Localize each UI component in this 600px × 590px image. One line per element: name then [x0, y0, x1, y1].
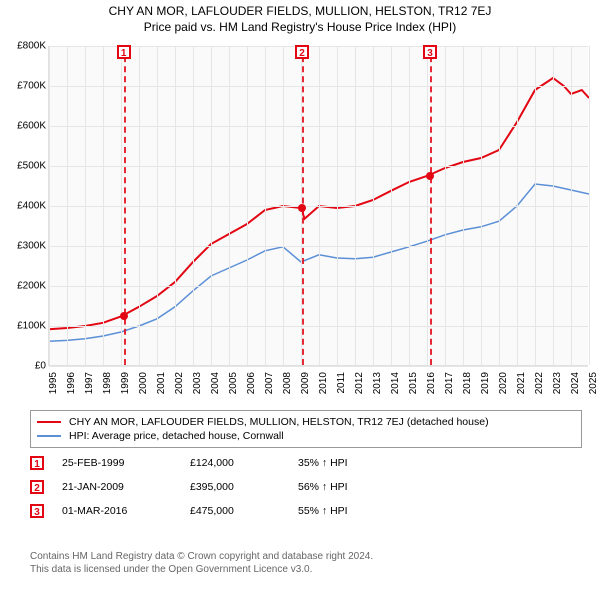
- event-number-box: 1: [30, 456, 44, 470]
- x-axis-tick: 2001: [156, 372, 167, 394]
- legend-label: HPI: Average price, detached house, Corn…: [69, 430, 284, 442]
- event-marker-dot: [298, 204, 306, 212]
- event-price: £395,000: [190, 481, 280, 493]
- event-row: 3 01-MAR-2016 £475,000 55% ↑ HPI: [30, 500, 582, 524]
- title-line-2: Price paid vs. HM Land Registry's House …: [0, 20, 600, 34]
- x-axis-tick: 2011: [336, 372, 347, 394]
- x-axis-tick: 2022: [534, 372, 545, 394]
- x-axis-tick: 2019: [480, 372, 491, 394]
- x-axis-tick: 2000: [138, 372, 149, 394]
- x-axis-tick: 2015: [408, 372, 419, 394]
- x-axis-tick: 2004: [210, 372, 221, 394]
- x-axis-tick: 2017: [444, 372, 455, 394]
- event-marker-box: 1: [117, 45, 131, 59]
- event-vs-hpi: 56% ↑ HPI: [298, 481, 348, 493]
- x-axis-tick: 2010: [318, 372, 329, 394]
- legend: CHY AN MOR, LAFLOUDER FIELDS, MULLION, H…: [30, 410, 582, 448]
- event-number-box: 2: [30, 480, 44, 494]
- x-axis-tick: 2006: [246, 372, 257, 394]
- x-axis-tick: 2009: [300, 372, 311, 394]
- y-axis-tick: £800K: [6, 41, 46, 52]
- event-marker-dot: [426, 172, 434, 180]
- x-axis-tick: 2024: [570, 372, 581, 394]
- price-chart: 1 2 3 £0 £100K £200K £300K £400K £500K £600K £700…: [6, 40, 594, 410]
- x-axis-tick: 2018: [462, 372, 473, 394]
- x-axis-tick: 2020: [498, 372, 509, 394]
- x-axis-tick: 1997: [84, 372, 95, 394]
- x-axis-tick: 1995: [48, 372, 59, 394]
- x-axis-tick: 2016: [426, 372, 437, 394]
- event-vs-hpi: 35% ↑ HPI: [298, 457, 348, 469]
- x-axis-tick: 2012: [354, 372, 365, 394]
- y-axis-tick: £200K: [6, 281, 46, 292]
- x-axis-tick: 1999: [120, 372, 131, 394]
- event-number-box: 3: [30, 504, 44, 518]
- x-axis-tick: 2021: [516, 372, 527, 394]
- x-axis-tick: 2008: [282, 372, 293, 394]
- event-row: 1 25-FEB-1999 £124,000 35% ↑ HPI: [30, 452, 582, 476]
- title-line-1: CHY AN MOR, LAFLOUDER FIELDS, MULLION, H…: [0, 4, 600, 18]
- legend-item: CHY AN MOR, LAFLOUDER FIELDS, MULLION, H…: [37, 415, 575, 429]
- plot-area: 1 2 3: [48, 46, 588, 366]
- footer-line-2: This data is licensed under the Open Gov…: [30, 563, 582, 576]
- y-axis-tick: £300K: [6, 241, 46, 252]
- footer-line-1: Contains HM Land Registry data © Crown c…: [30, 550, 582, 563]
- y-axis-tick: £0: [6, 361, 46, 372]
- event-marker-dot: [120, 312, 128, 320]
- x-axis-tick: 2023: [552, 372, 563, 394]
- event-price: £124,000: [190, 457, 280, 469]
- x-axis-tick: 1996: [66, 372, 77, 394]
- transaction-events: 1 25-FEB-1999 £124,000 35% ↑ HPI 2 21-JAN-200…: [30, 452, 582, 524]
- footer-attribution: Contains HM Land Registry data © Crown c…: [30, 550, 582, 576]
- x-axis-tick: 2007: [264, 372, 275, 394]
- x-axis-tick: 2025: [588, 372, 599, 394]
- event-vs-hpi: 55% ↑ HPI: [298, 505, 348, 517]
- x-axis-tick: 2005: [228, 372, 239, 394]
- x-axis-tick: 2003: [192, 372, 203, 394]
- event-date: 01-MAR-2016: [62, 505, 172, 517]
- y-axis-tick: £700K: [6, 81, 46, 92]
- legend-label: CHY AN MOR, LAFLOUDER FIELDS, MULLION, H…: [69, 416, 489, 428]
- event-marker-box: 3: [423, 45, 437, 59]
- chart-title: CHY AN MOR, LAFLOUDER FIELDS, MULLION, H…: [0, 0, 600, 34]
- event-row: 2 21-JAN-2009 £395,000 56% ↑ HPI: [30, 476, 582, 500]
- x-axis-tick: 1998: [102, 372, 113, 394]
- y-axis-tick: £500K: [6, 161, 46, 172]
- legend-swatch: [37, 421, 61, 423]
- event-date: 25-FEB-1999: [62, 457, 172, 469]
- legend-swatch: [37, 435, 61, 437]
- event-price: £475,000: [190, 505, 280, 517]
- y-axis-tick: £400K: [6, 201, 46, 212]
- x-axis-tick: 2002: [174, 372, 185, 394]
- event-date: 21-JAN-2009: [62, 481, 172, 493]
- event-marker-box: 2: [295, 45, 309, 59]
- event-marker-line: [430, 46, 432, 365]
- x-axis-tick: 2013: [372, 372, 383, 394]
- x-axis-tick: 2014: [390, 372, 401, 394]
- y-axis-tick: £600K: [6, 121, 46, 132]
- legend-item: HPI: Average price, detached house, Corn…: [37, 429, 575, 443]
- y-axis-tick: £100K: [6, 321, 46, 332]
